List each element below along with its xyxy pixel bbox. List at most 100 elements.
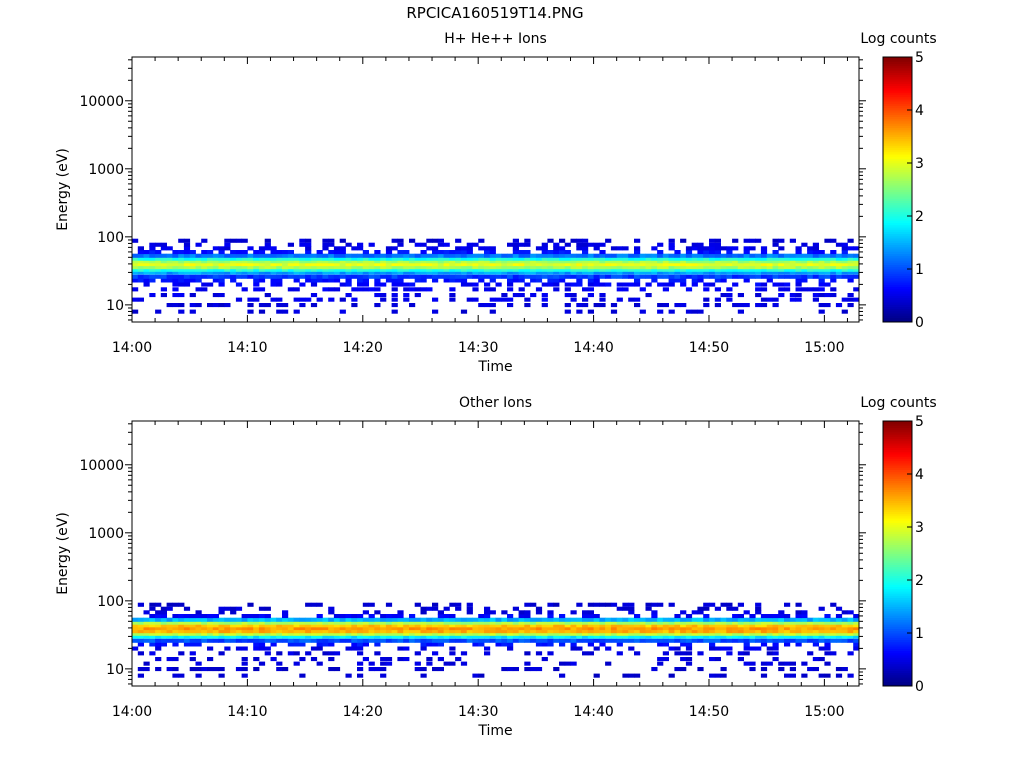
heatmap-cell bbox=[484, 287, 491, 292]
heatmap-cell bbox=[680, 667, 687, 672]
heatmap-cell bbox=[460, 278, 468, 283]
heatmap-cell bbox=[847, 293, 854, 298]
heatmap-cell bbox=[824, 620, 831, 625]
heatmap-cell bbox=[380, 282, 387, 287]
heatmap-cell bbox=[507, 253, 514, 258]
heatmap-cell bbox=[691, 253, 698, 258]
heatmap-cell bbox=[835, 253, 843, 258]
heatmap-cell bbox=[599, 638, 606, 643]
heatmap-cell bbox=[351, 642, 358, 647]
heatmap-cell bbox=[495, 620, 502, 625]
colorbar-segment bbox=[883, 540, 912, 543]
heatmap-cell bbox=[489, 253, 496, 258]
colorbar-segment bbox=[883, 79, 912, 82]
heatmap-cell bbox=[333, 287, 341, 292]
heatmap-cell bbox=[224, 623, 231, 628]
heatmap-cell bbox=[847, 638, 854, 643]
heatmap-cell bbox=[489, 610, 496, 615]
heatmap-cell bbox=[841, 250, 848, 255]
heatmap-cell bbox=[703, 297, 710, 302]
heatmap-cell bbox=[478, 617, 485, 622]
heatmap-cell bbox=[339, 270, 346, 275]
heatmap-cell bbox=[293, 620, 300, 625]
heatmap-cell bbox=[628, 259, 635, 264]
heatmap-cell bbox=[437, 253, 444, 258]
heatmap-cell bbox=[218, 631, 225, 636]
heatmap-cell bbox=[374, 278, 381, 283]
heatmap-cell bbox=[847, 673, 854, 678]
heatmap-cell bbox=[403, 253, 410, 258]
heatmap-cell bbox=[397, 256, 404, 261]
heatmap-cell bbox=[622, 287, 629, 292]
heatmap-cell bbox=[166, 270, 173, 275]
heatmap-cell bbox=[460, 250, 468, 255]
heatmap-cell bbox=[772, 267, 779, 272]
heatmap-cell bbox=[183, 270, 191, 275]
heatmap-cell bbox=[824, 661, 831, 666]
heatmap-cell bbox=[518, 265, 525, 270]
heatmap-cell bbox=[183, 626, 191, 631]
heatmap-cell bbox=[409, 303, 416, 308]
heatmap-cell bbox=[703, 282, 710, 287]
heatmap-cell bbox=[385, 256, 393, 261]
heatmap-cell bbox=[333, 620, 341, 625]
heatmap-cell bbox=[472, 256, 479, 261]
heatmap-cell bbox=[668, 634, 675, 639]
heatmap-cell bbox=[276, 262, 283, 267]
heatmap-cell bbox=[195, 617, 202, 622]
heatmap-cell bbox=[460, 661, 468, 666]
heatmap-cell bbox=[732, 274, 739, 279]
colorbar-segment bbox=[883, 571, 912, 574]
heatmap-cell bbox=[685, 250, 693, 255]
heatmap-cell bbox=[714, 242, 721, 247]
heatmap-cell bbox=[582, 287, 589, 292]
heatmap-cell bbox=[466, 610, 473, 615]
heatmap-cell bbox=[207, 623, 214, 628]
heatmap-cell bbox=[674, 638, 681, 643]
heatmap-cell bbox=[282, 617, 289, 622]
colorbar-segment bbox=[883, 683, 912, 687]
heatmap-cell bbox=[258, 250, 266, 255]
heatmap-cell bbox=[593, 259, 600, 264]
heatmap-cell bbox=[530, 634, 537, 639]
heatmap-cell bbox=[132, 278, 139, 283]
heatmap-cell bbox=[507, 262, 514, 267]
colorbar-segment bbox=[883, 672, 912, 676]
heatmap-cell bbox=[437, 626, 444, 631]
heatmap-cell bbox=[599, 253, 606, 258]
heatmap-cell bbox=[622, 270, 629, 275]
heatmap-cell bbox=[610, 629, 618, 634]
heatmap-cell bbox=[818, 256, 825, 261]
heatmap-cell bbox=[149, 634, 156, 639]
heatmap-cell bbox=[357, 667, 364, 672]
colorbar-segment bbox=[883, 487, 912, 490]
heatmap-cell bbox=[680, 617, 687, 622]
heatmap-cell bbox=[172, 623, 179, 628]
heatmap-cell bbox=[564, 262, 571, 267]
heatmap-cell bbox=[385, 259, 393, 264]
heatmap-cell bbox=[547, 620, 554, 625]
heatmap-cell bbox=[391, 267, 398, 272]
heatmap-cell bbox=[674, 631, 681, 636]
heatmap-cell bbox=[622, 626, 629, 631]
heatmap-cell bbox=[293, 661, 300, 666]
heatmap-cell bbox=[582, 246, 589, 251]
y-tick-label: 100 bbox=[97, 230, 124, 246]
heatmap-cell bbox=[333, 278, 341, 283]
heatmap-cell bbox=[674, 259, 681, 264]
heatmap-cell bbox=[305, 274, 312, 279]
heatmap-cell bbox=[258, 631, 266, 636]
heatmap-cell bbox=[276, 617, 283, 622]
colorbar-segment bbox=[883, 641, 912, 645]
heatmap-cell bbox=[149, 267, 156, 272]
heatmap-cell bbox=[443, 620, 450, 625]
heatmap-cell bbox=[512, 617, 519, 622]
heatmap-cell bbox=[397, 278, 404, 283]
heatmap-cell bbox=[616, 297, 623, 302]
heatmap-cell bbox=[628, 631, 635, 636]
heatmap-cell bbox=[668, 617, 675, 622]
heatmap-cell bbox=[357, 620, 364, 625]
heatmap-cell bbox=[541, 267, 548, 272]
heatmap-cell bbox=[760, 631, 768, 636]
heatmap-cell bbox=[183, 617, 191, 622]
